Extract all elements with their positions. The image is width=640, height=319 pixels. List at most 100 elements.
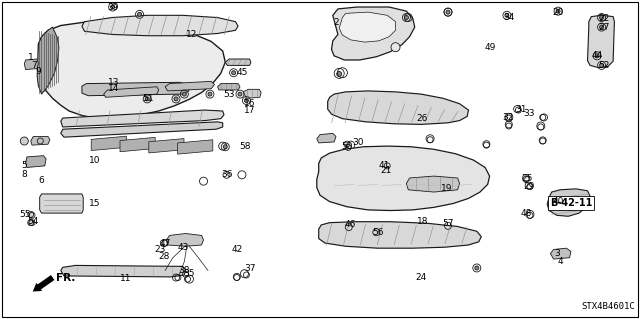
Polygon shape <box>61 110 224 127</box>
Text: 17: 17 <box>244 106 255 115</box>
Text: 21: 21 <box>380 166 392 175</box>
Text: STX4B4601C: STX4B4601C <box>581 302 635 311</box>
Text: 20: 20 <box>552 8 564 17</box>
Text: 26: 26 <box>417 114 428 122</box>
Text: 6: 6 <box>39 176 44 185</box>
Circle shape <box>446 10 450 14</box>
Text: 7: 7 <box>31 61 36 70</box>
Text: 46: 46 <box>345 220 356 229</box>
Text: 15: 15 <box>89 199 100 208</box>
Polygon shape <box>82 82 189 96</box>
Text: 45: 45 <box>236 68 248 77</box>
Circle shape <box>244 99 248 102</box>
Polygon shape <box>91 136 127 151</box>
Circle shape <box>556 9 560 13</box>
Text: 30: 30 <box>353 138 364 147</box>
Text: 54: 54 <box>28 217 39 226</box>
Circle shape <box>20 137 28 145</box>
Text: 42: 42 <box>231 245 243 254</box>
Circle shape <box>391 43 400 52</box>
Polygon shape <box>31 137 50 145</box>
Text: 32: 32 <box>502 113 514 122</box>
FancyArrow shape <box>33 275 54 292</box>
Text: 9: 9 <box>36 67 41 76</box>
Polygon shape <box>104 87 159 97</box>
Polygon shape <box>61 122 223 137</box>
Circle shape <box>111 5 115 9</box>
Polygon shape <box>550 248 571 259</box>
Circle shape <box>223 145 227 149</box>
Polygon shape <box>243 89 261 98</box>
Text: 22: 22 <box>598 14 610 23</box>
Text: 40: 40 <box>552 197 564 206</box>
Circle shape <box>337 71 342 77</box>
Circle shape <box>232 71 236 75</box>
Text: 31: 31 <box>515 105 527 114</box>
Text: 36: 36 <box>221 170 232 179</box>
Text: 18: 18 <box>417 217 428 226</box>
Circle shape <box>505 13 509 17</box>
Circle shape <box>475 266 479 270</box>
Text: 37: 37 <box>244 264 255 273</box>
Text: 34: 34 <box>504 13 515 22</box>
Text: B-42-11: B-42-11 <box>550 197 592 208</box>
Polygon shape <box>166 234 204 246</box>
Polygon shape <box>332 7 415 60</box>
Text: 1: 1 <box>28 53 33 62</box>
Polygon shape <box>26 156 46 167</box>
Text: 48: 48 <box>520 209 532 218</box>
Text: 52: 52 <box>598 61 610 70</box>
Text: 2: 2 <box>334 19 339 27</box>
Text: 14: 14 <box>108 84 120 93</box>
Text: 11: 11 <box>120 274 131 283</box>
Polygon shape <box>319 222 481 248</box>
Circle shape <box>145 97 149 101</box>
Text: 49: 49 <box>484 43 496 52</box>
Text: 47: 47 <box>159 239 171 248</box>
Text: 33: 33 <box>523 109 534 118</box>
Circle shape <box>28 211 34 217</box>
Polygon shape <box>120 137 155 152</box>
Polygon shape <box>61 265 186 277</box>
Text: 44: 44 <box>591 51 603 60</box>
Text: 3: 3 <box>554 249 559 258</box>
Text: 38: 38 <box>179 266 190 275</box>
Text: 25: 25 <box>521 174 532 183</box>
Polygon shape <box>317 146 490 211</box>
Polygon shape <box>24 59 38 70</box>
Polygon shape <box>82 15 238 36</box>
Polygon shape <box>406 176 460 192</box>
Text: 51: 51 <box>143 94 154 103</box>
Circle shape <box>600 16 604 19</box>
Text: 43: 43 <box>177 243 189 252</box>
Text: 5: 5 <box>22 161 27 170</box>
Text: 56: 56 <box>372 228 383 237</box>
Text: 29: 29 <box>523 182 534 191</box>
Circle shape <box>600 25 604 29</box>
Polygon shape <box>317 133 336 143</box>
Circle shape <box>138 12 141 16</box>
Text: 12: 12 <box>186 30 198 39</box>
Circle shape <box>404 16 408 19</box>
Polygon shape <box>218 84 240 90</box>
Text: 13: 13 <box>108 78 120 87</box>
Text: 39: 39 <box>107 3 118 11</box>
Polygon shape <box>148 138 184 153</box>
Text: 10: 10 <box>89 156 100 165</box>
Polygon shape <box>225 59 251 65</box>
Polygon shape <box>588 15 614 68</box>
Polygon shape <box>37 27 59 94</box>
Polygon shape <box>38 22 225 119</box>
Text: 41: 41 <box>379 161 390 170</box>
Text: FR.: FR. <box>56 272 75 283</box>
Text: 16: 16 <box>244 99 255 108</box>
Circle shape <box>182 92 186 96</box>
Polygon shape <box>165 81 214 91</box>
Circle shape <box>595 54 599 58</box>
Circle shape <box>600 63 604 67</box>
Text: 58: 58 <box>239 142 251 151</box>
Text: 23: 23 <box>154 245 166 254</box>
Text: 8: 8 <box>22 170 27 179</box>
Text: 27: 27 <box>598 23 610 32</box>
Text: 53: 53 <box>223 90 235 99</box>
